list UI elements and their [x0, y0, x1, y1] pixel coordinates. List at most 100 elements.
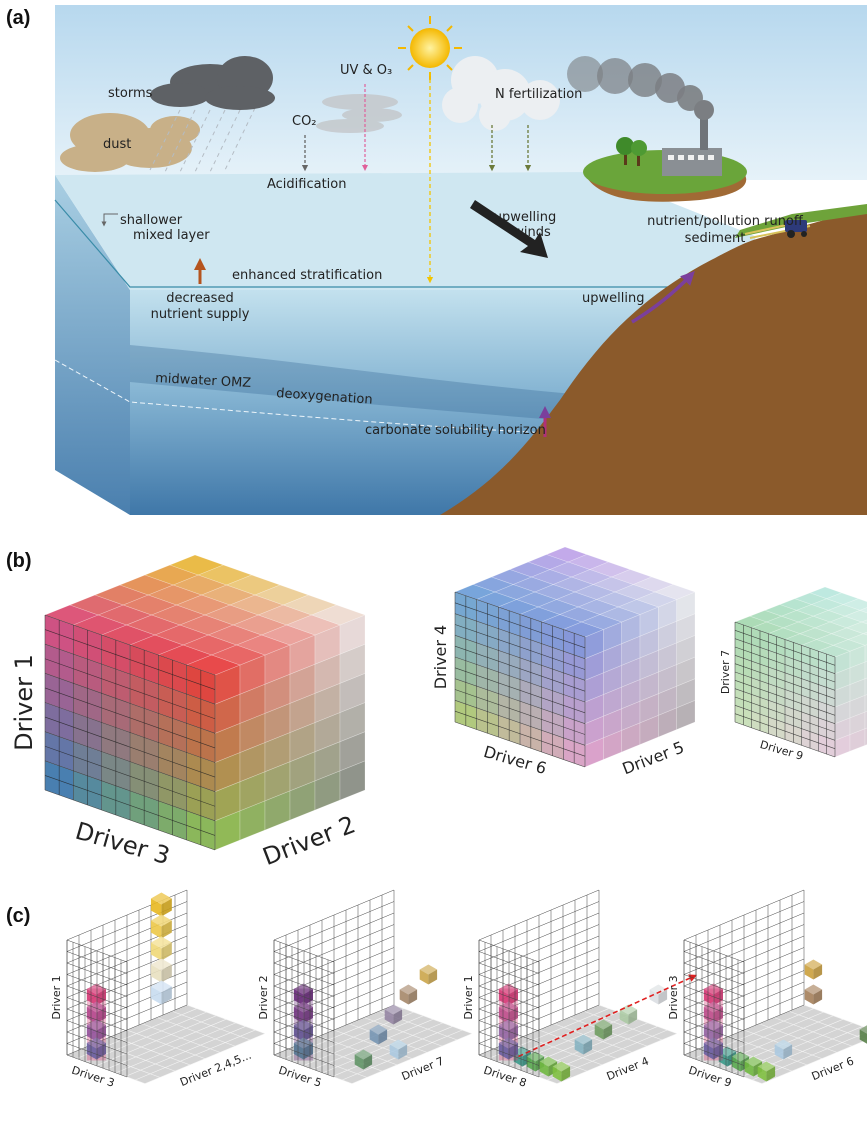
tractor-wheel	[787, 230, 795, 238]
panel-label: (c)	[6, 905, 30, 927]
n-cloud	[442, 56, 560, 131]
mini-cube	[293, 1007, 304, 1024]
mini-cube	[293, 989, 304, 1006]
mini-cube	[703, 989, 714, 1006]
cube-cell	[845, 621, 867, 634]
cube-cell	[310, 604, 366, 626]
floor-grid	[144, 1033, 266, 1084]
floor-grid	[348, 1023, 428, 1053]
mini-cube	[161, 920, 172, 939]
label: decreased	[166, 291, 233, 306]
cube-cell	[844, 610, 867, 623]
label: dust	[103, 137, 131, 152]
floor-grid	[322, 1022, 443, 1074]
floor-grid	[115, 1022, 236, 1074]
mini-cube	[303, 989, 313, 1006]
mini-cube	[703, 1007, 714, 1024]
mini-cube	[703, 1025, 714, 1042]
front-grid	[273, 951, 335, 974]
back-grid	[683, 935, 805, 987]
land	[440, 208, 867, 515]
mini-cube	[86, 989, 97, 1006]
upwelling-arrow	[631, 270, 695, 324]
axis-label: Driver 3	[667, 975, 680, 1019]
floor-grid	[758, 1023, 838, 1053]
back-grid	[683, 924, 805, 975]
cube-grid	[734, 630, 836, 666]
back-grid	[478, 924, 600, 975]
mini-cube	[150, 898, 162, 917]
mini-cube	[552, 1066, 562, 1082]
floor-grid	[141, 1023, 221, 1053]
floor-grid	[125, 1026, 246, 1077]
back-grid	[273, 889, 395, 941]
mini-cube	[574, 1039, 584, 1055]
mini-cube	[813, 989, 823, 1005]
mini-cube	[498, 1007, 509, 1024]
front-grid	[478, 974, 540, 997]
axis-label: Driver 1	[50, 975, 63, 1019]
back-grid	[478, 912, 600, 964]
floor-grid	[583, 1010, 663, 1041]
mini-cube	[757, 1066, 767, 1082]
mini-cube	[408, 989, 418, 1005]
front-grid	[273, 974, 335, 997]
mini-cube	[86, 1025, 97, 1042]
mini-cube	[150, 942, 162, 961]
tractor	[785, 220, 807, 232]
cube-cell	[847, 633, 867, 646]
mini-cube	[398, 1044, 408, 1060]
label: storms	[108, 86, 153, 101]
front-grid	[66, 939, 128, 963]
axis-label: Driver 2	[257, 975, 270, 1019]
front-grid	[478, 939, 540, 963]
floor-grid	[363, 1017, 443, 1047]
axis-label: Driver 1	[462, 975, 475, 1019]
mini-cube	[354, 1054, 364, 1070]
mini-cube	[658, 989, 668, 1005]
mini-cube	[713, 989, 723, 1006]
label: deoxygenation	[276, 386, 373, 408]
back-grid	[273, 924, 395, 975]
mini-cube	[161, 986, 172, 1005]
mini-cube	[783, 1044, 793, 1060]
front-grid	[273, 985, 335, 1009]
floor-grid	[553, 1023, 633, 1053]
mini-cube	[86, 1007, 97, 1024]
cube-grid	[454, 591, 586, 638]
label: winds	[513, 225, 551, 240]
label: enhanced stratification	[232, 268, 382, 283]
mini-cube	[703, 1043, 714, 1060]
cube-cell	[842, 598, 867, 611]
front-grid	[683, 951, 745, 974]
mini-cube	[583, 1039, 593, 1055]
floor-grid	[761, 1039, 867, 1084]
cube-grid	[454, 602, 586, 649]
back-grid	[273, 912, 395, 964]
label: nutrient/pollution runoff	[647, 214, 804, 229]
mini-cube	[389, 1044, 399, 1060]
front-grid	[478, 985, 540, 1009]
front-grid	[478, 951, 540, 974]
mixed-layer-pointer	[101, 213, 118, 227]
front-grid	[273, 939, 335, 963]
mini-cube	[293, 1025, 304, 1042]
smoke	[567, 56, 714, 120]
floor-grid	[773, 1017, 853, 1047]
mini-cube	[766, 1066, 776, 1082]
back-grid	[683, 901, 805, 952]
mini-cube	[813, 964, 823, 980]
floor-grid	[126, 1029, 206, 1059]
label: N fertilization	[495, 87, 582, 102]
label: upwelling	[582, 291, 644, 306]
label: Acidification	[267, 177, 347, 192]
back-grid	[478, 935, 600, 987]
back-grid	[478, 889, 600, 941]
cube-cell	[862, 631, 867, 636]
front-grid	[66, 951, 128, 974]
label: carbonate solubility horizon	[365, 423, 546, 438]
wind-arrow	[470, 200, 548, 258]
cube-grid	[44, 629, 216, 690]
mini-cube	[86, 983, 106, 995]
